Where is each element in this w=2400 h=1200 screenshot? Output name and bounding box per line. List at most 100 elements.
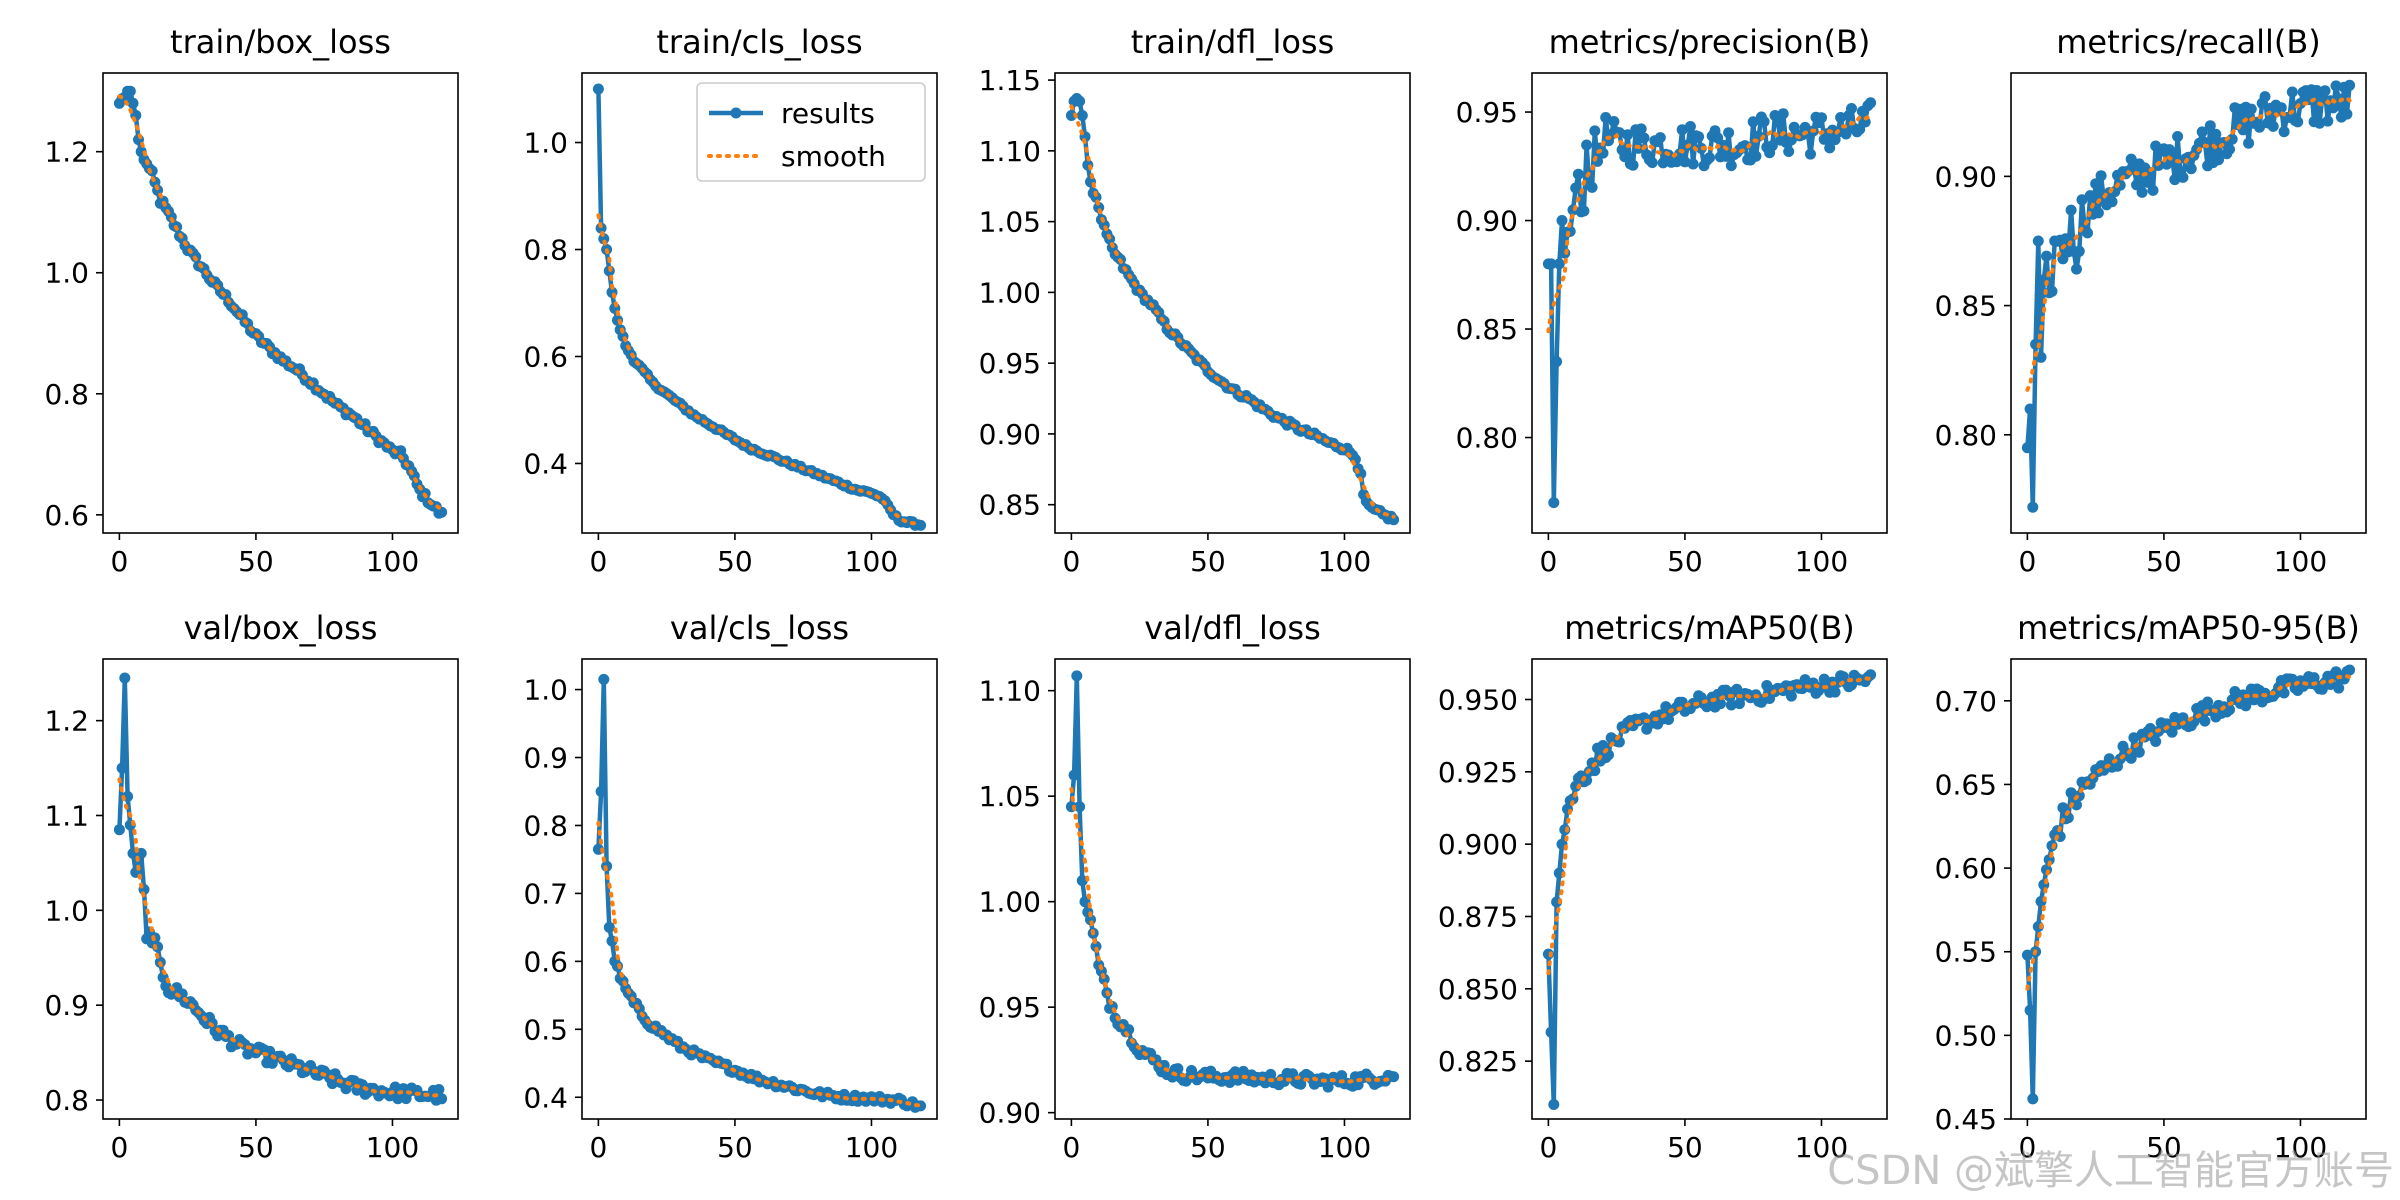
chart-4-ytick-label: 0.90 xyxy=(1456,205,1518,238)
chart-7-axes-frame xyxy=(581,658,938,1120)
chart-9-point xyxy=(1545,1026,1557,1038)
chart-7-ytick-label: 0.5 xyxy=(523,1013,568,1046)
chart-4-xtick-label: 0 xyxy=(1539,545,1557,578)
chart-5-results-line xyxy=(2025,83,2352,510)
chart-8-smooth-line xyxy=(1069,787,1396,1084)
chart-9-xtick-label: 0 xyxy=(1539,1131,1557,1164)
chart-5-title: metrics/recall(B) xyxy=(2056,23,2321,61)
chart-2-point xyxy=(598,233,610,245)
chart-4-point xyxy=(1622,129,1634,141)
chart-3-point xyxy=(1388,514,1400,526)
chart-5-point xyxy=(2319,85,2331,97)
chart-7-point xyxy=(603,921,615,933)
chart-8-point xyxy=(1068,769,1080,781)
chart-9-point xyxy=(1829,686,1841,698)
chart-8-point xyxy=(1090,940,1102,952)
chart-5-point xyxy=(2292,116,2304,128)
chart-10-point xyxy=(2071,799,2082,811)
chart-7-ytick-label: 0.8 xyxy=(523,809,568,842)
chart-2-axes-frame xyxy=(581,72,938,534)
chart-2-title: train/cls_loss xyxy=(656,23,862,61)
chart-5-point xyxy=(2071,263,2082,275)
chart-4-point xyxy=(1805,148,1816,160)
chart-3-point xyxy=(1074,95,1086,107)
chart-6-ytick-label: 0.8 xyxy=(44,1084,89,1117)
chart-1-xtick-label: 100 xyxy=(366,545,419,578)
chart-10-point xyxy=(2125,752,2137,764)
chart-5-point xyxy=(2275,102,2287,114)
chart-6-ytick-label: 1.1 xyxy=(44,799,89,832)
chart-4-point xyxy=(1572,168,1584,180)
chart-2-ytick-label: 0.4 xyxy=(523,447,568,480)
chart-10-point xyxy=(2027,1093,2039,1105)
chart-5-point xyxy=(2147,184,2159,196)
chart-5-point xyxy=(2035,351,2047,363)
chart-9-ytick-label: 0.850 xyxy=(1438,973,1518,1006)
chart-4-point xyxy=(1635,123,1647,135)
chart-3-ytick-label: 0.85 xyxy=(979,489,1041,522)
chart-9-ytick-label: 0.825 xyxy=(1438,1045,1518,1078)
chart-4-point xyxy=(1835,112,1847,123)
chart-9-point xyxy=(1589,765,1601,777)
chart-4-point xyxy=(1586,181,1598,193)
chart-5-point xyxy=(2106,196,2118,208)
chart-4-point xyxy=(1654,132,1666,144)
chart-4-point xyxy=(1777,108,1789,120)
chart-1-xtick-label: 0 xyxy=(110,545,128,578)
chart-5-point xyxy=(2095,170,2107,182)
chart-10-ytick-label: 0.60 xyxy=(1935,852,1997,885)
chart-4-point xyxy=(1657,157,1669,169)
chart-3-ytick-label: 0.95 xyxy=(979,347,1041,380)
chart-5-point xyxy=(2024,403,2036,415)
chart-6-point xyxy=(113,824,125,836)
chart-9-smooth-line xyxy=(1546,676,1873,976)
chart-2-point xyxy=(915,519,927,531)
chart-3-ytick-label: 1.00 xyxy=(979,276,1041,309)
chart-5-ytick-label: 0.90 xyxy=(1935,160,1997,193)
chart-8-axes-frame xyxy=(1054,658,1411,1120)
chart-7-ytick-label: 0.7 xyxy=(523,877,568,910)
chart-5-xtick-label: 100 xyxy=(2274,545,2327,578)
chart-5-point xyxy=(2076,194,2088,206)
chart-2-smooth-line xyxy=(596,213,923,526)
chart-9-ytick-label: 0.950 xyxy=(1438,684,1518,717)
chart-9-results-line xyxy=(1546,673,1873,1107)
chart-4-point xyxy=(1608,116,1620,127)
legend-results-marker xyxy=(730,107,742,119)
chart-10-point xyxy=(2057,802,2069,814)
chart-1-point xyxy=(124,85,136,97)
chart-5-point xyxy=(2032,235,2044,247)
chart-4-ytick-label: 0.95 xyxy=(1456,96,1518,129)
chart-4-title: metrics/precision(B) xyxy=(1549,23,1871,61)
chart-5-ytick-label: 0.80 xyxy=(1935,419,1997,452)
chart-4-xtick-label: 100 xyxy=(1795,545,1848,578)
chart-10-point xyxy=(2240,700,2252,712)
chart-4-point xyxy=(1578,205,1590,217)
chart-10-smooth-line xyxy=(2025,674,2352,991)
chart-9-point xyxy=(1548,1099,1560,1110)
chart-5-point xyxy=(2046,285,2058,297)
chart-5-axes-frame xyxy=(2010,72,2367,534)
chart-2-xtick-label: 50 xyxy=(717,545,753,578)
chart-7-results-line xyxy=(596,677,921,1110)
chart-6-ytick-label: 1.2 xyxy=(44,705,89,738)
chart-3-xtick-label: 0 xyxy=(1062,545,1080,578)
chart-7-ytick-label: 0.4 xyxy=(523,1081,568,1114)
chart-4-point xyxy=(1865,97,1877,109)
chart-1-xtick-label: 50 xyxy=(238,545,274,578)
chart-7-smooth-line xyxy=(596,820,923,1108)
chart-7-xtick-label: 50 xyxy=(717,1131,753,1164)
chart-1-ytick-label: 1.0 xyxy=(44,257,89,290)
chart-5-ytick-label: 0.85 xyxy=(1935,290,1997,323)
chart-4-point xyxy=(1627,159,1639,171)
chart-4-point xyxy=(1548,497,1560,509)
chart-8-point xyxy=(1076,875,1088,887)
chart-4-point xyxy=(1646,157,1658,169)
chart-8-point xyxy=(1388,1071,1400,1083)
chart-10-point xyxy=(2202,696,2214,708)
chart-6-xtick-label: 50 xyxy=(238,1131,274,1164)
chart-8-ytick-label: 1.00 xyxy=(979,886,1041,919)
chart-8-xtick-label: 50 xyxy=(1190,1131,1226,1164)
chart-5-point xyxy=(2021,442,2033,454)
chart-5-point xyxy=(2041,250,2052,262)
